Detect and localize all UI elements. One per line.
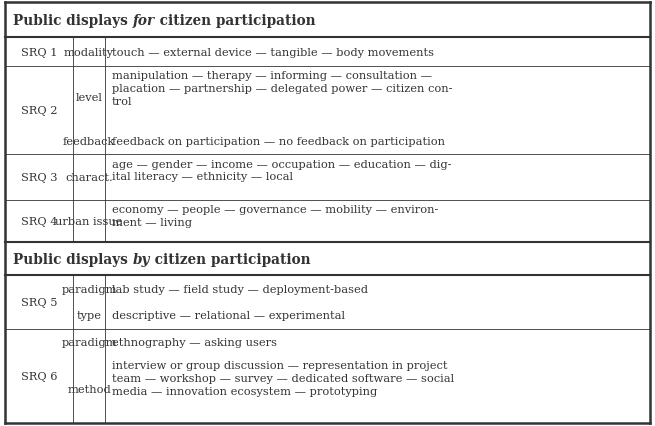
Text: modality: modality	[64, 47, 114, 58]
Text: urban issue: urban issue	[55, 216, 122, 226]
Text: paradigm: paradigm	[62, 284, 117, 294]
Text: method: method	[67, 384, 111, 394]
Text: level: level	[75, 92, 102, 102]
Text: citizen participation: citizen participation	[150, 252, 310, 266]
Text: SRQ 1: SRQ 1	[21, 47, 58, 58]
Text: SRQ 5: SRQ 5	[21, 297, 58, 308]
Text: SRQ 2: SRQ 2	[21, 106, 58, 116]
Bar	[5, 242, 650, 276]
Text: feedback: feedback	[63, 137, 115, 147]
Text: SRQ 3: SRQ 3	[21, 173, 58, 183]
Text: SRQ 6: SRQ 6	[21, 371, 58, 381]
Text: descriptive — relational — experimental: descriptive — relational — experimental	[112, 311, 345, 321]
Text: lab study — field study — deployment-based: lab study — field study — deployment-bas…	[112, 284, 367, 294]
Text: SRQ 4: SRQ 4	[21, 216, 58, 226]
Text: ethnography — asking users: ethnography — asking users	[112, 337, 276, 348]
Text: feedback on participation — no feedback on participation: feedback on participation — no feedback …	[112, 137, 445, 147]
Text: citizen participation: citizen participation	[155, 14, 315, 28]
Text: by: by	[132, 252, 150, 266]
Text: economy — people — governance — mobility — environ-
ment — living: economy — people — governance — mobility…	[112, 204, 438, 227]
Text: paradigm: paradigm	[62, 337, 117, 348]
Text: Public displays: Public displays	[13, 14, 132, 28]
Text: touch — external device — tangible — body movements: touch — external device — tangible — bod…	[112, 47, 434, 58]
Text: Public displays: Public displays	[13, 252, 132, 266]
Bar	[5, 3, 650, 38]
Text: manipulation — therapy — informing — consultation —
placation — partnership — de: manipulation — therapy — informing — con…	[112, 71, 452, 106]
Text: for: for	[132, 14, 155, 28]
Text: type: type	[77, 311, 102, 321]
Text: interview or group discussion — representation in project
team — workshop — surv: interview or group discussion — represen…	[112, 360, 454, 396]
Text: age — gender — income — occupation — education — dig-
ital literacy — ethnicity : age — gender — income — occupation — edu…	[112, 159, 451, 182]
Text: charact.: charact.	[65, 173, 113, 183]
